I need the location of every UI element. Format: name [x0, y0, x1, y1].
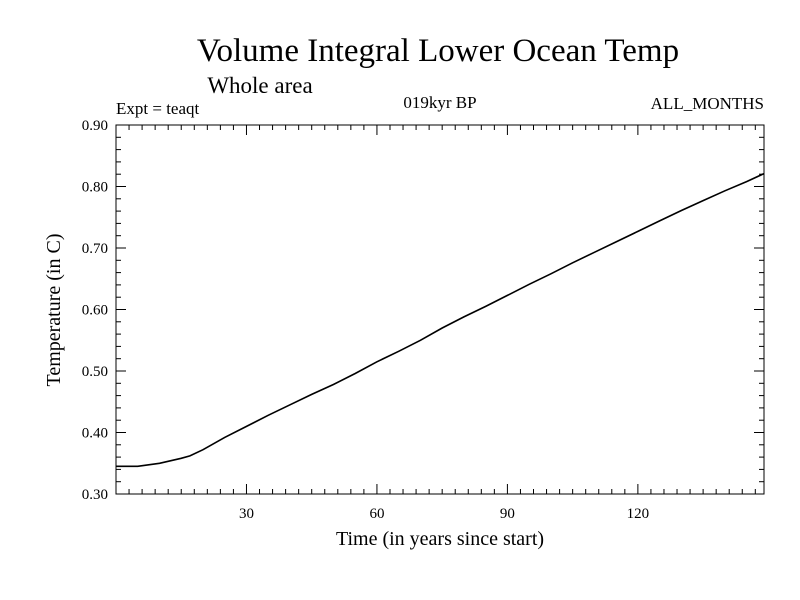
- x-tick-label: 90: [500, 506, 515, 522]
- x-tick-label: 60: [369, 506, 384, 522]
- y-tick-label: 0.60: [82, 303, 108, 319]
- chart-title: Volume Integral Lower Ocean Temp: [197, 33, 679, 69]
- period-label: 019kyr BP: [403, 93, 476, 112]
- tick-labels: 30 60 90 120 0.30 0.40 0.50 0.60 0.70 0.80 0.90: [82, 118, 649, 522]
- months-label: ALL_MONTHS: [651, 94, 764, 113]
- x-tick-label: 30: [239, 506, 254, 522]
- y-tick-label: 0.80: [82, 180, 108, 196]
- y-tick-label: 0.50: [82, 364, 108, 380]
- chart-subtitle: Whole area: [207, 73, 312, 98]
- x-tick-label: 120: [627, 506, 650, 522]
- plot-frame: [115, 124, 765, 495]
- tick-marks: [116, 125, 764, 494]
- y-axis-label: Temperature (in C): [43, 234, 65, 387]
- x-axis-label: Time (in years since start): [336, 528, 544, 550]
- expt-label: Expt = teaqt: [116, 99, 200, 118]
- y-tick-label: 0.70: [82, 241, 108, 257]
- y-tick-label: 0.30: [82, 487, 108, 503]
- y-tick-label: 0.90: [82, 118, 108, 134]
- series-line: [116, 172, 765, 468]
- y-tick-label: 0.40: [82, 426, 108, 442]
